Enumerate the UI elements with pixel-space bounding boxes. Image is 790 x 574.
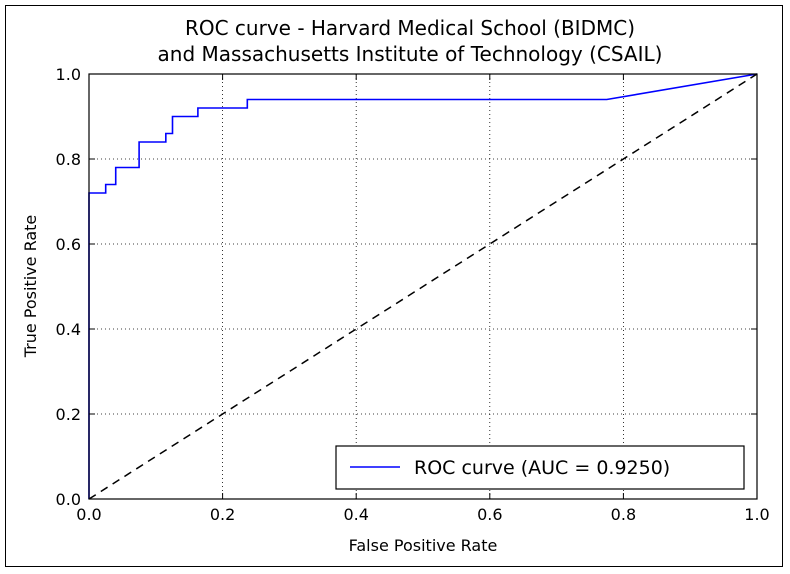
x-tick-label: 0.8 <box>611 505 636 524</box>
chart-title-line-1: ROC curve - Harvard Medical School (BIDM… <box>185 16 635 40</box>
roc-curve-line <box>88 73 758 499</box>
x-tick-label: 0.4 <box>343 505 368 524</box>
y-tick-label: 0.0 <box>56 490 81 509</box>
plot-area-border <box>88 73 758 500</box>
x-tick-label: 0.6 <box>477 505 502 524</box>
axis-ticks: 0.0 0.2 0.4 0.6 0.8 1.0 0.0 0.2 0.4 0.6 0.8 1.0 <box>56 65 770 524</box>
y-axis-label: True Positive Rate <box>21 215 40 359</box>
legend-box <box>335 445 745 490</box>
series-group <box>88 73 758 500</box>
legend-label-roc: ROC curve (AUC = 0.9250) <box>414 457 670 479</box>
y-tick-label: 0.6 <box>56 235 81 254</box>
y-tick-label: 1.0 <box>56 65 81 84</box>
legend: ROC curve (AUC = 0.9250) <box>335 445 745 490</box>
x-axis-label: False Positive Rate <box>349 536 498 555</box>
x-tick-label: 0.0 <box>76 505 101 524</box>
x-tick-label: 0.2 <box>210 505 235 524</box>
y-tick-label: 0.8 <box>56 150 81 169</box>
x-tick-label: 1.0 <box>744 505 769 524</box>
y-tick-label: 0.2 <box>56 405 81 424</box>
chart-title-line-2: and Massachusetts Institute of Technolog… <box>158 42 663 66</box>
chance-diagonal-line <box>88 73 758 500</box>
y-tick-label: 0.4 <box>56 320 81 339</box>
